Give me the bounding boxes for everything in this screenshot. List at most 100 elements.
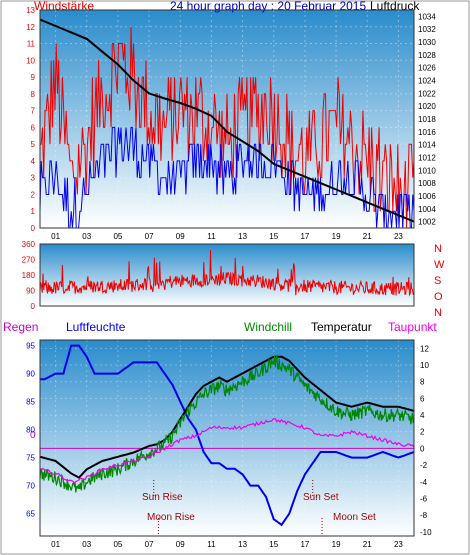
panel1-left-tick: 12: [26, 23, 35, 32]
panel3-right-tick: -2: [420, 461, 428, 470]
panel1-right-tick: 1032: [418, 25, 436, 34]
panel1-left-tick: 8: [31, 90, 36, 99]
windchill-label: Windchill: [244, 320, 292, 334]
temperature-label: Temperatur: [311, 320, 372, 334]
panel3-right-tick: -6: [420, 494, 428, 503]
panel1-x-tick: 07: [145, 232, 154, 241]
panel3-plot-area: [40, 340, 414, 536]
panel3-right-tick: 10: [420, 361, 429, 370]
rain-label: Regen: [3, 320, 38, 334]
panel1-right-tick: 1026: [418, 64, 436, 73]
panel1-x-tick: 13: [238, 232, 247, 241]
panel1-left-label: Windstärke: [34, 0, 94, 13]
panel1-right-tick: 1012: [418, 153, 436, 162]
panel3-right-tick: -4: [420, 478, 428, 487]
panel1-x-tick: 15: [269, 232, 278, 241]
wind-direction-series: [39, 250, 415, 297]
panel1-right-tick: 1034: [418, 12, 436, 21]
panel2-left-tick: 90: [26, 287, 35, 296]
panel3-x-tick: 09: [176, 540, 185, 549]
panel1-x-tick: 05: [113, 232, 122, 241]
panel3-x-tick: 19: [332, 540, 341, 549]
series-taupunkt: [39, 418, 415, 484]
panel1-x-tick: 23: [394, 232, 403, 241]
panel3-x-tick: 05: [113, 540, 122, 549]
panel3-right-tick: -8: [420, 511, 428, 520]
panel1-left-tick: 7: [31, 107, 36, 116]
sun-rise-label: Sun Rise: [142, 492, 183, 503]
panel2-left-tick: 360: [22, 240, 36, 249]
panel1-plot-area: [40, 10, 414, 228]
panel1-left-tick: 9: [31, 73, 36, 82]
panel1-right-label: Luftdruck: [370, 0, 420, 13]
panel3-left-tick: 85: [26, 398, 35, 407]
panel2-left-tick: 180: [22, 271, 36, 280]
panel2-left-tick: 270: [22, 256, 36, 265]
panel1-right-tick: 1014: [418, 141, 436, 150]
panel1-left-tick: 3: [31, 174, 36, 183]
panel3-border: [39, 339, 415, 537]
panel3-x-tick: 23: [394, 540, 403, 549]
panel1-left-tick: 5: [31, 140, 36, 149]
panel3-right-tick: 4: [420, 411, 425, 420]
wind-gust-series: [40, 26, 415, 229]
panel2-border: [39, 243, 415, 307]
panel1-x-tick: 01: [51, 232, 60, 241]
panel1-left-tick: 13: [26, 6, 35, 15]
panel3-left-tick: 80: [26, 426, 35, 435]
panel1-left-tick: 0: [31, 224, 36, 233]
panel1-right-tick: 1030: [418, 38, 436, 47]
panel2-right-tick: S: [434, 275, 441, 287]
humidity-label: Luftfeuchte: [66, 320, 126, 334]
panel1-right-tick: 1008: [418, 179, 436, 188]
panel1-right-tick: 1018: [418, 115, 436, 124]
panel3-x-tick: 01: [51, 540, 60, 549]
series-temperatur: [39, 355, 415, 479]
panel1-x-tick: 19: [332, 232, 341, 241]
panel1-x-tick: 17: [300, 232, 309, 241]
panel1-left-tick: 2: [31, 190, 36, 199]
panel3-left-tick: 70: [26, 482, 35, 491]
wind-avg-series: [39, 126, 415, 229]
panel2-right-tick: W: [434, 259, 445, 271]
panel1-left-tick: 10: [26, 56, 35, 65]
panel3-right-tick: 0: [420, 444, 425, 453]
panel3-left-tick: 65: [26, 510, 35, 519]
panel3-x-tick: 13: [238, 540, 247, 549]
panel3-right-tick: 12: [420, 344, 429, 353]
panel1-right-tick: 1020: [418, 102, 436, 111]
moon-set-label: Moon Set: [333, 512, 376, 523]
panel3-x-tick: 17: [300, 540, 309, 549]
panel1-x-tick: 11: [207, 232, 216, 241]
panel3-right-tick: -10: [420, 528, 432, 537]
panel1-left-tick: 1: [31, 207, 36, 216]
panel3-right-tick: 2: [420, 428, 425, 437]
sun-set-label: Sun Set: [303, 492, 339, 503]
panel3-x-tick: 11: [207, 540, 216, 549]
moon-rise-label: Moon Rise: [147, 512, 195, 523]
panel1-right-tick: 1016: [418, 128, 436, 137]
chart-title: 24 hour graph day : 20 Februar 2015: [170, 0, 366, 13]
panel3-left-tick: 95: [26, 342, 35, 351]
panel3-left-tick: 90: [26, 370, 35, 379]
panel1-left-tick: 6: [31, 123, 36, 132]
panel2-left-tick: 0: [31, 302, 36, 311]
panel1-right-tick: 1006: [418, 192, 436, 201]
dewpoint-label: Taupunkt: [388, 320, 437, 334]
series-luftfeuchte: [40, 344, 415, 527]
panel1-right-tick: 1002: [418, 218, 436, 227]
panel1-x-tick: 21: [363, 232, 372, 241]
zero-line-label: 0: [30, 430, 36, 441]
panel3-x-tick: 07: [145, 540, 154, 549]
panel1-right-tick: 1022: [418, 89, 436, 98]
panel2-right-tick: N: [434, 307, 442, 319]
pressure-series: [39, 18, 415, 223]
panel3-left-tick: 75: [26, 454, 35, 463]
panel2-right-tick: O: [434, 291, 443, 303]
panel2-right-tick: N: [434, 243, 442, 255]
panel3-right-tick: 6: [420, 394, 425, 403]
panel1-left-tick: 4: [31, 157, 36, 166]
